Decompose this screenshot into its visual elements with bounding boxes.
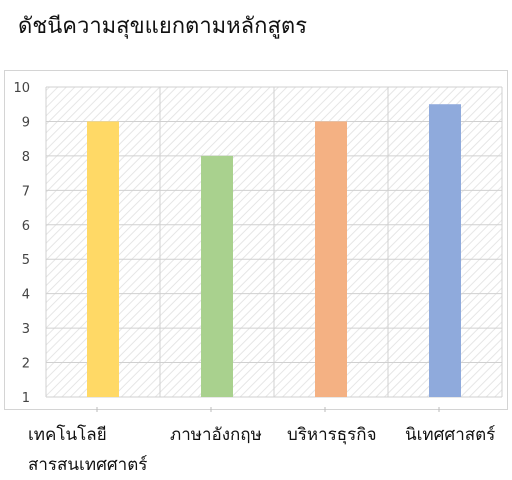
y-tick-label: 8 [22,150,30,165]
y-tick-label: 6 [22,219,30,234]
x-tick-label-line: เทคโนโลยี [28,425,107,445]
bar-3 [315,121,347,397]
bar-4 [429,104,461,397]
y-tick-label: 5 [22,253,30,268]
y-tick-label: 7 [22,184,30,199]
x-tick-label-line: บริหารธุรกิจ [287,425,377,445]
x-tick-label: บริหารธุรกิจ [287,420,377,450]
x-tick-label: ภาษาอังกฤษ [170,420,262,450]
x-tick-label-line: สารสนเทศศาตร์ [28,455,148,475]
y-tick-label: 3 [22,322,30,337]
y-tick-label: 9 [22,115,30,130]
y-tick-label: 4 [22,288,30,303]
y-tick-label: 10 [13,81,30,96]
bar-2 [201,155,233,397]
x-tick-label: เทคโนโลยีสารสนเทศศาตร์ [28,420,147,480]
x-tick-label: นิเทศศาสตร์ [405,420,495,450]
x-tick-label-line: ภาษาอังกฤษ [170,425,262,445]
y-tick-label: 2 [22,357,30,372]
bar-1 [87,121,119,397]
chart-title: ดัชนีความสุขแยกตามหลักสูตร [18,14,308,39]
y-tick-label: 1 [22,391,30,406]
x-tick-label-line: นิเทศศาสตร์ [405,425,496,445]
